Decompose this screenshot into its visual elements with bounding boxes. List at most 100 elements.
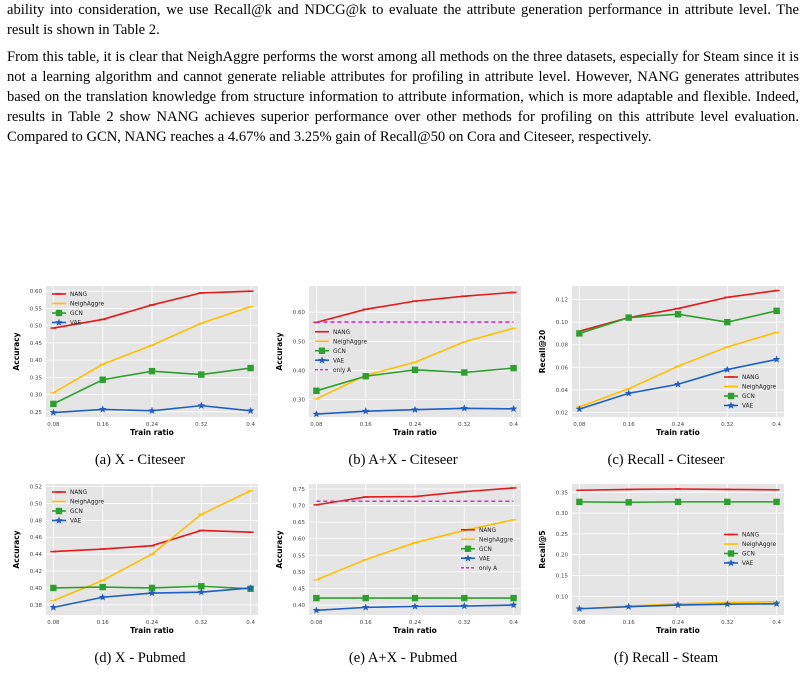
data-point-gcn <box>625 314 632 321</box>
y-axis-label: Recall@5 <box>538 530 547 568</box>
x-tick-label: 0.16 <box>360 620 373 626</box>
data-point-gcn <box>510 364 517 372</box>
y-tick-label: 0.10 <box>556 320 569 326</box>
x-tick-label: 0.4 <box>509 620 518 626</box>
x-tick-label: 0.24 <box>409 620 422 626</box>
x-tick-label: 0.08 <box>310 422 323 428</box>
y-tick-label: 0.38 <box>30 603 43 609</box>
legend-label: GCN <box>479 547 492 553</box>
data-point-vae <box>772 599 781 608</box>
legend-marker-gcn <box>318 347 326 354</box>
data-point-gcn <box>510 594 517 602</box>
x-tick-label: 0.24 <box>672 422 685 428</box>
y-tick-label: 0.50 <box>30 324 43 330</box>
chart-caption: (b) A+X - Citeseer <box>348 452 458 468</box>
chart-panel-d: 0.38 0.40 0.42 0.44 0.46 0.48 0.50 0.52 0.08 0.16… <box>8 480 272 670</box>
legend: NANG NeighAggre GCN VAE <box>724 375 776 410</box>
legend-label: only A <box>333 368 351 374</box>
data-point-gcn <box>313 594 320 602</box>
legend-label: VAE <box>70 321 82 327</box>
y-tick-label: 0.60 <box>30 289 43 295</box>
data-point-vae <box>411 602 419 610</box>
legend-marker-vae <box>55 318 63 326</box>
x-tick-label: 0.16 <box>97 620 110 626</box>
data-point-vae <box>460 602 469 610</box>
paragraph-discussion: From this table, it is clear that NeighA… <box>7 49 799 145</box>
legend-label: NANG <box>742 375 760 381</box>
y-tick-label: 0.35 <box>30 375 43 381</box>
y-tick-label: 0.42 <box>30 569 42 575</box>
y-tick-label: 0.70 <box>293 504 306 510</box>
data-point-vae <box>312 606 321 614</box>
data-point-gcn <box>362 373 369 380</box>
y-axis-label: Accuracy <box>12 530 21 568</box>
data-point-vae <box>411 405 419 413</box>
x-axis-label: Train ratio <box>656 626 700 635</box>
data-point-vae <box>197 588 206 596</box>
y-tick-label: 0.15 <box>556 573 569 579</box>
chart-caption: (f) Recall - Steam <box>613 650 719 666</box>
y-tick-label: 0.45 <box>293 586 306 592</box>
data-point-gcn <box>724 318 731 326</box>
x-tick-label: 0.32 <box>195 620 207 626</box>
data-point-vae <box>723 600 732 608</box>
data-point-gcn <box>576 498 583 506</box>
x-tick-label: 0.24 <box>146 422 159 428</box>
data-point-gcn <box>198 371 205 378</box>
data-point-gcn <box>148 367 156 375</box>
x-axis-label: Train ratio <box>130 428 174 437</box>
chart-panel-b: 0.30 0.40 0.50 0.60 0.08 0.16 0.24 0.32 0.4 Train… <box>271 282 535 472</box>
data-point-gcn <box>773 498 780 506</box>
y-tick-label: 0.50 <box>293 339 306 345</box>
legend-label: NANG <box>479 528 497 534</box>
data-point-vae <box>674 380 682 388</box>
data-point-vae <box>723 365 732 373</box>
x-tick-label: 0.32 <box>721 620 733 626</box>
x-tick-label: 0.32 <box>458 620 470 626</box>
data-point-gcn <box>461 594 468 602</box>
x-tick-label: 0.08 <box>47 422 60 428</box>
y-axis-label: Accuracy <box>275 332 284 370</box>
y-tick-label: 0.60 <box>293 537 306 543</box>
legend-marker-gcn <box>55 507 63 515</box>
legend-marker-gcn <box>464 545 472 552</box>
legend-label: NeighAggre <box>479 537 513 543</box>
legend-label: VAE <box>479 556 491 562</box>
data-point-gcn <box>773 307 780 315</box>
y-axis-label: Accuracy <box>275 530 284 568</box>
chart-recall-citeseer: 0.02 0.04 0.06 0.08 0.10 0.12 0.08 0.16 0.24 0.32… <box>538 286 784 437</box>
data-point-vae <box>197 401 206 409</box>
x-axis-label: Train ratio <box>130 626 174 635</box>
data-point-vae <box>361 407 370 415</box>
chart-panel-a: 0.25 0.30 0.35 0.40 0.45 0.50 0.55 0.60 0.08 0.16… <box>8 282 272 472</box>
data-point-gcn <box>99 376 106 383</box>
data-point-vae <box>98 593 107 601</box>
data-point-gcn <box>362 594 369 602</box>
x-tick-label: 0.16 <box>97 422 110 428</box>
data-point-vae <box>361 603 370 611</box>
x-tick-label: 0.16 <box>623 620 636 626</box>
legend: NANG NeighAggre GCN VAE <box>724 533 776 567</box>
y-tick-label: 0.45 <box>30 341 43 347</box>
data-point-gcn <box>411 366 419 374</box>
legend-label: VAE <box>742 561 754 567</box>
x-tick-label: 0.24 <box>146 620 159 626</box>
chart-caption: (e) A+X - Pubmed <box>348 650 458 666</box>
legend-marker-vae <box>464 554 472 562</box>
data-point-gcn <box>50 400 57 408</box>
data-point-gcn <box>724 498 731 506</box>
data-point-vae <box>575 604 584 612</box>
x-tick-label: 0.08 <box>47 620 60 626</box>
x-tick-label: 0.4 <box>772 620 781 626</box>
legend-label: NeighAggre <box>333 339 367 345</box>
chart-x-citeseer: 0.25 0.30 0.35 0.40 0.45 0.50 0.55 0.60 0.08 0.16… <box>12 286 258 437</box>
legend: NANG NeighAggre GCN VAE only A <box>315 330 367 374</box>
data-point-vae <box>246 583 255 592</box>
x-tick-label: 0.32 <box>721 422 733 428</box>
y-tick-label: 0.55 <box>293 553 306 559</box>
legend-label: NeighAggre <box>742 385 776 391</box>
legend: NANG NeighAggre GCN VAE only A <box>461 528 513 572</box>
chart-recall-steam: 0.10 0.15 0.20 0.25 0.30 0.35 0.08 0.16 0.24 0.32… <box>538 484 784 635</box>
data-point-gcn <box>313 387 320 394</box>
y-tick-label: 0.48 <box>30 518 43 524</box>
